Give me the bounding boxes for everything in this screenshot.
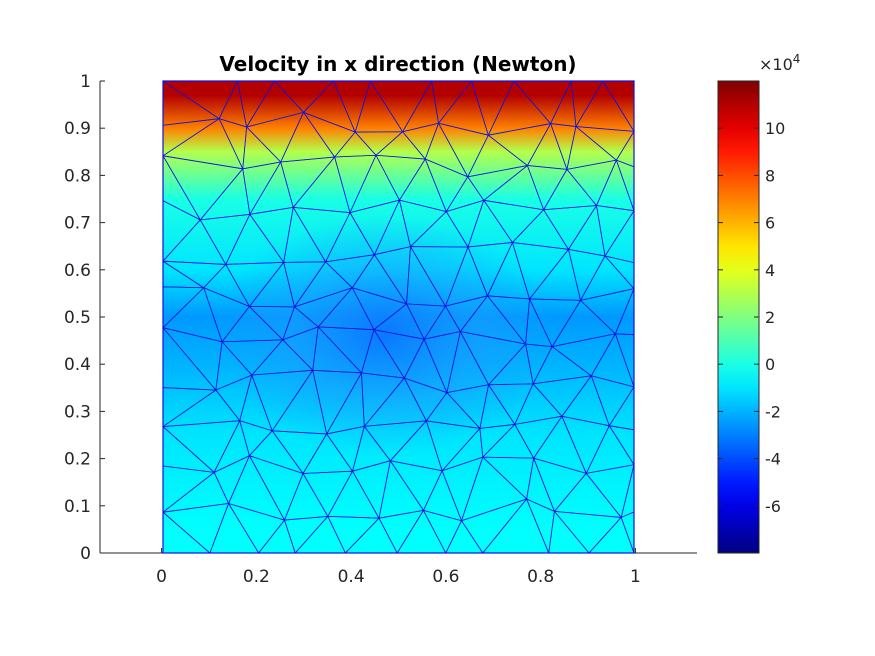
x-tick-label: 0.8 xyxy=(527,567,554,587)
x-tick-label: 0.4 xyxy=(338,567,365,587)
field-low-region xyxy=(215,215,555,455)
chart-title: Velocity in x direction (Newton) xyxy=(219,52,576,76)
y-ticks: 0 0.1 0.2 0.3 0.4 0.5 0.6 0.7 0.8 0.9 1 xyxy=(64,72,105,564)
colorbar-tick-label: 2 xyxy=(765,308,775,327)
colorbar-multiplier-base: ×10 xyxy=(759,55,793,74)
y-tick-label: 0.2 xyxy=(64,450,91,470)
axes: 0 0.2 0.4 0.6 0.8 1 0 0.1 0.2 0.3 0.4 0.5 0.6 0.7 0.8… xyxy=(64,72,697,587)
y-tick-label: 0.5 xyxy=(64,308,91,328)
y-tick-label: 0.3 xyxy=(64,402,91,422)
velocity-field xyxy=(163,81,634,553)
y-tick-label: 0.8 xyxy=(64,166,91,186)
y-tick-label: 0.6 xyxy=(64,261,91,281)
domain-border xyxy=(162,80,635,554)
colorbar-tick-label: 6 xyxy=(765,214,775,233)
y-tick-label: 0 xyxy=(80,544,91,564)
colorbar-tick-label: 4 xyxy=(765,261,775,280)
colorbar-tick-label: 10 xyxy=(765,119,785,138)
colorbar-multiplier-exponent: 4 xyxy=(793,52,801,66)
y-tick-label: 0.7 xyxy=(64,214,91,234)
colorbar-ticks: 10 8 6 4 2 0 -2 -4 -6 xyxy=(718,119,785,516)
colorbar-tick-label: 8 xyxy=(765,166,775,185)
y-tick-label: 1 xyxy=(80,72,91,92)
mesh-triangle xyxy=(602,81,634,133)
x-tick-label: 0 xyxy=(156,567,167,587)
colorbar-tick-label: -6 xyxy=(765,497,781,516)
x-tick-label: 0.6 xyxy=(432,567,459,587)
y-tick-label: 0.1 xyxy=(64,497,91,517)
colorbar-tick-label: 0 xyxy=(765,355,775,374)
triangular-mesh xyxy=(163,81,634,553)
colorbar-scale xyxy=(717,80,760,554)
colorbar-tick-label: -4 xyxy=(765,450,781,469)
x-tick-label: 1 xyxy=(630,567,641,587)
colorbar-multiplier: ×104 xyxy=(759,52,800,74)
x-ticks: 0 0.2 0.4 0.6 0.8 1 xyxy=(156,548,641,587)
colorbar-tick-label: -2 xyxy=(765,402,781,421)
y-tick-label: 0.9 xyxy=(64,119,91,139)
x-tick-label: 0.2 xyxy=(243,567,270,587)
y-tick-label: 0.4 xyxy=(64,355,91,375)
